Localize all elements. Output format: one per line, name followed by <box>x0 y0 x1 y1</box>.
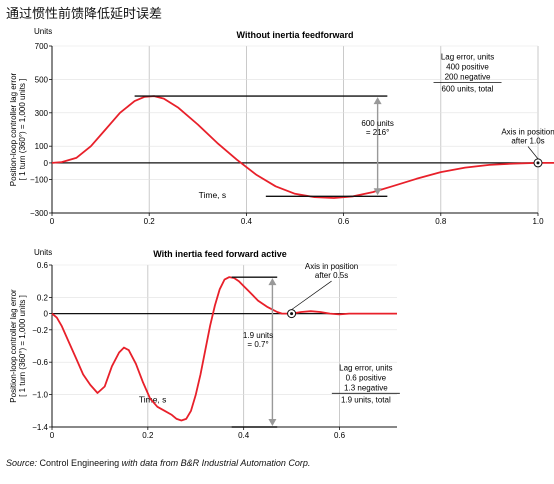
chart2-y-tick-label: 0.6 <box>37 261 49 270</box>
chart1-y-axis-label: [ 1 turn (360°) = 1,000 units ] <box>18 79 27 181</box>
chart1-y-tick-label: 300 <box>35 109 49 118</box>
chart2-y-tick-label: 0 <box>44 310 49 319</box>
chart2-lag-error-total: 1.9 units, total <box>341 395 391 404</box>
chart2-in-position-leader <box>291 280 332 310</box>
figure-title: 通过惯性前馈降低延时误差 <box>6 7 163 22</box>
chart2-y-axis-label: [ 1 turn (360°) = 1,000 units ] <box>18 295 27 397</box>
chart2-x-tick-label: 0.2 <box>142 431 154 440</box>
chart2-y-tick-label: −1.4 <box>32 423 48 432</box>
chart1-x-tick-label: 0 <box>50 217 55 226</box>
chart1-y-tick-label: −300 <box>30 209 49 218</box>
chart1-span-arrow-head <box>373 188 382 196</box>
source-name: Control Engineering <box>39 458 120 468</box>
chart1-in-position-text: after 1.0s <box>511 137 544 146</box>
chart2-in-position-dot <box>290 312 294 316</box>
chart2-x-tick-label: 0.4 <box>238 431 250 440</box>
chart1-x-axis-label: Time, s <box>199 190 227 200</box>
chart1-in-position-leader <box>527 146 539 160</box>
chart1-in-position-dot <box>536 161 540 165</box>
chart2-units-label: Units <box>34 248 52 257</box>
chart2-x-tick-label: 0.6 <box>334 431 346 440</box>
chart2-span-angle: = 0.7° <box>247 340 268 349</box>
chart2-lag-error-negative: 1.3 negative <box>344 383 388 392</box>
chart2-y-tick-label: 0.2 <box>37 293 49 302</box>
chart2-x-axis-label: Time, s <box>139 395 167 405</box>
chart2-y-tick-label: −0.6 <box>32 358 48 367</box>
chart1-y-tick-label: −100 <box>30 176 49 185</box>
chart1-x-tick-label: 0.2 <box>144 217 156 226</box>
chart2-lag-error-title: Lag error, units <box>339 363 392 372</box>
chart2-y-tick-label: −1.0 <box>32 391 48 400</box>
chart2-series-line <box>51 276 397 422</box>
chart2-span-arrow-head <box>268 419 277 426</box>
chart2-y-tick-label: −0.2 <box>32 326 48 335</box>
chart1-lag-error-total: 600 units, total <box>442 84 494 93</box>
chart2-in-position-text: after 0.5s <box>315 271 348 280</box>
chart1-lag-error-title: Lag error, units <box>441 52 494 61</box>
chart2-in-position-text: Axis in position <box>305 262 358 271</box>
chart1-x-tick-label: 0.8 <box>435 217 447 226</box>
chart1-lag-error-positive: 400 positive <box>446 62 489 71</box>
chart2-x-tick-label: 0 <box>50 431 55 440</box>
chart1-span-angle: = 216° <box>366 128 389 137</box>
chart1-in-position-text: Axis in position <box>501 128 554 137</box>
chart1-lag-error-negative: 200 negative <box>445 72 491 81</box>
chart1-y-tick-label: 0 <box>44 159 49 168</box>
chart1-y-tick-label: 100 <box>35 142 49 151</box>
chart1-units-label: Units <box>34 27 52 36</box>
chart1-y-tick-label: 500 <box>35 75 49 84</box>
chart2-span-value: 1.9 units <box>243 331 273 340</box>
chart2-title: With inertia feed forward active <box>153 249 286 259</box>
chart1-x-tick-label: 0.6 <box>338 217 350 226</box>
chart1-y-axis-label: Position-loop controller lag error <box>9 72 18 186</box>
chart1-y-tick-label: 700 <box>35 42 49 51</box>
source-note: Source: Control Engineering with data fr… <box>6 458 310 468</box>
source-rest: with data from B&R Industrial Automation… <box>121 458 311 468</box>
chart2-y-axis-label: Position-loop controller lag error <box>9 289 18 403</box>
chart1-x-tick-label: 0.4 <box>241 217 253 226</box>
chart1-span-arrow-head <box>373 97 382 105</box>
chart1-series-line <box>51 95 554 199</box>
chart2-span-arrow-head <box>268 278 277 286</box>
chart1-x-tick-label: 1.0 <box>532 217 544 226</box>
chart1-span-value: 600 units <box>361 119 393 128</box>
chart2-lag-error-positive: 0.6 positive <box>346 373 387 382</box>
chart1-title: Without inertia feedforward <box>237 30 354 40</box>
source-label: Source: <box>6 458 38 468</box>
